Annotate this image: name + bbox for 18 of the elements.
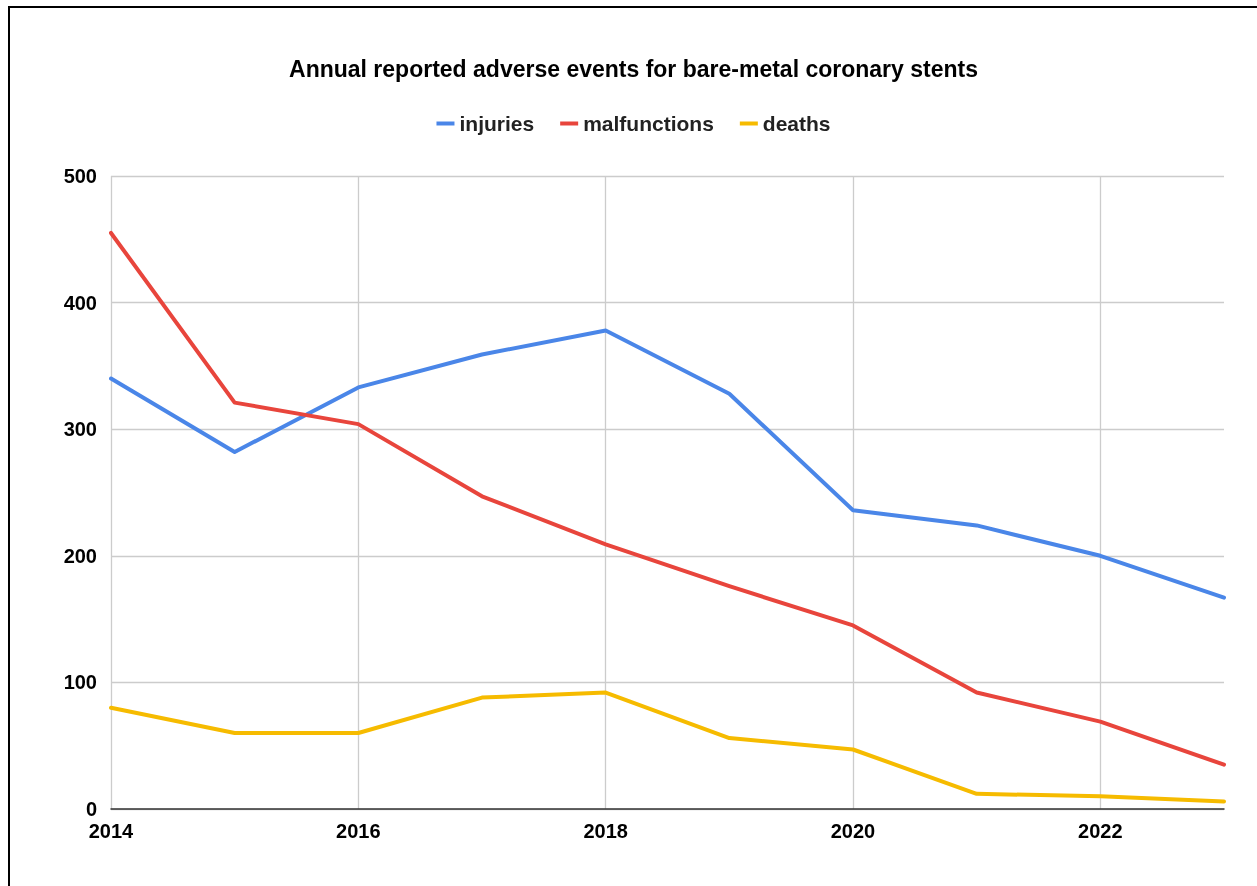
y-tick-label: 300 [63, 418, 97, 441]
line-series [109, 690, 1226, 804]
y-tick-label: 200 [63, 544, 97, 567]
chart-title: Annual reported adverse events for bare-metal coronary stents [289, 55, 978, 82]
y-tick-label: 100 [63, 671, 97, 694]
legend-label: malfunctions [583, 112, 714, 135]
line-series [109, 328, 1226, 600]
legend-label: deaths [762, 112, 831, 135]
x-tick-label: 2022 [1078, 820, 1123, 842]
line-series [109, 230, 1226, 767]
x-tick-label: 2020 [830, 820, 876, 842]
legend-label: injuries [459, 112, 535, 135]
x-tick-label: 2016 [336, 820, 381, 842]
y-tick-label: 500 [63, 165, 97, 187]
y-tick-label: 0 [85, 798, 97, 820]
y-tick-label: 400 [63, 291, 97, 314]
x-tick-label: 2018 [583, 820, 628, 842]
x-tick-label: 2014 [88, 820, 135, 842]
